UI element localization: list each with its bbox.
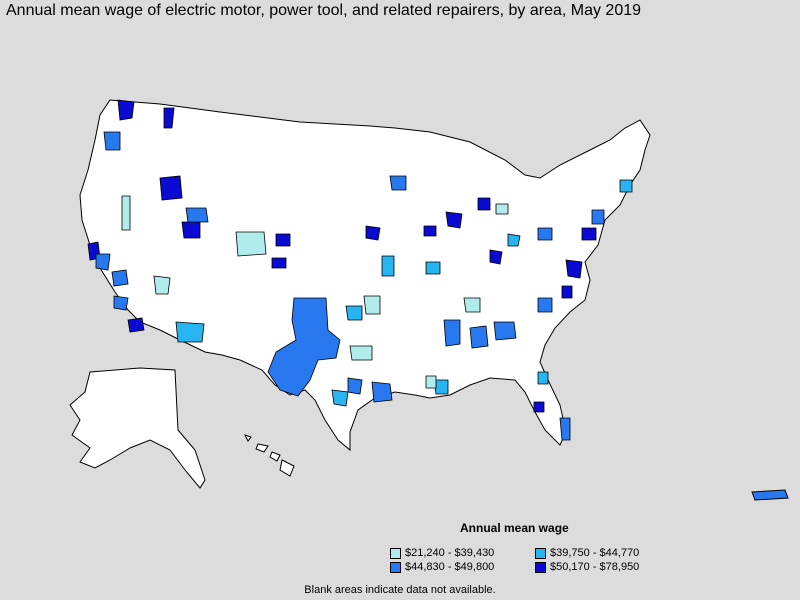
metro-chicago <box>445 211 463 229</box>
metro-st-louis <box>425 261 441 275</box>
metro-west-texas <box>267 297 341 397</box>
legend-item-2: $39,750 - $44,770 <box>535 547 639 559</box>
metro-reno <box>121 195 131 231</box>
metro-boston <box>619 179 633 193</box>
puerto-rico <box>751 489 789 501</box>
metro-dc <box>565 259 583 279</box>
metro-memphis <box>443 319 461 347</box>
metro-wichita <box>345 305 363 321</box>
legend-title: Annual mean wage <box>460 521 569 535</box>
metro-omaha <box>381 255 395 277</box>
metro-sacramento <box>95 253 111 271</box>
metro-spokane <box>163 107 175 129</box>
metro-austin <box>349 345 373 361</box>
metro-seattle <box>117 99 135 121</box>
metro-denver <box>275 233 291 247</box>
metro-nashville <box>463 297 481 313</box>
metro-las-vegas <box>153 275 171 295</box>
metro-la <box>127 317 145 333</box>
legend-item-3: $44,830 - $49,800 <box>390 561 494 573</box>
metro-new-york <box>591 209 605 225</box>
metro-cincinnati <box>489 249 503 265</box>
legend-swatch-2 <box>535 547 546 559</box>
legend-label-4: $50,170 - $78,950 <box>550 561 640 573</box>
legend-swatch-3 <box>390 561 401 573</box>
metro-birmingham <box>469 325 489 349</box>
metro-pittsburgh <box>537 227 553 241</box>
alaska <box>69 367 206 489</box>
metro-tampa <box>533 401 545 413</box>
metro-houston <box>371 381 393 403</box>
hawaii <box>244 434 295 477</box>
metro-miami <box>559 417 571 441</box>
metro-portland <box>103 131 121 151</box>
legend-item-4: $50,170 - $78,950 <box>535 561 639 573</box>
metro-boise <box>159 175 183 201</box>
metro-norfolk <box>561 285 573 299</box>
metro-philadelphia <box>581 227 597 241</box>
legend-swatch-1 <box>390 547 401 559</box>
metro-oklahoma <box>363 295 381 315</box>
metro-bakersfield <box>113 295 129 311</box>
map-title: Annual mean wage of electric motor, powe… <box>6 2 642 19</box>
metro-louisville <box>507 233 521 247</box>
metro-milwaukee <box>389 175 407 191</box>
metro-fresno <box>111 269 129 287</box>
metro-kansas-city <box>365 225 381 241</box>
metro-dallas <box>331 389 349 407</box>
metro-new-orleans <box>433 379 449 395</box>
metro-phoenix <box>175 321 205 343</box>
legend-label-3: $44,830 - $49,800 <box>405 561 495 573</box>
metro-mobile <box>425 375 437 389</box>
metro-colorado-springs <box>271 257 287 269</box>
metro-ogden <box>185 207 209 223</box>
metro-detroit <box>477 197 491 211</box>
footnote: Blank areas indicate data not available. <box>304 584 496 596</box>
legend-item-1: $21,240 - $39,430 <box>390 547 494 559</box>
legend-swatch-4 <box>535 561 546 573</box>
metro-cheyenne <box>235 231 267 257</box>
metro-indianapolis <box>423 225 437 237</box>
metro-areas <box>87 99 633 441</box>
metro-atlanta <box>493 321 517 341</box>
metro-jacksonville <box>537 371 549 385</box>
metro-san-antonio <box>347 377 363 395</box>
legend-label-2: $39,750 - $44,770 <box>550 547 640 559</box>
metro-grand-rapids <box>495 203 509 215</box>
metro-charlotte <box>537 297 553 313</box>
metro-salt-lake <box>181 221 201 239</box>
legend-label-1: $21,240 - $39,430 <box>405 547 495 559</box>
